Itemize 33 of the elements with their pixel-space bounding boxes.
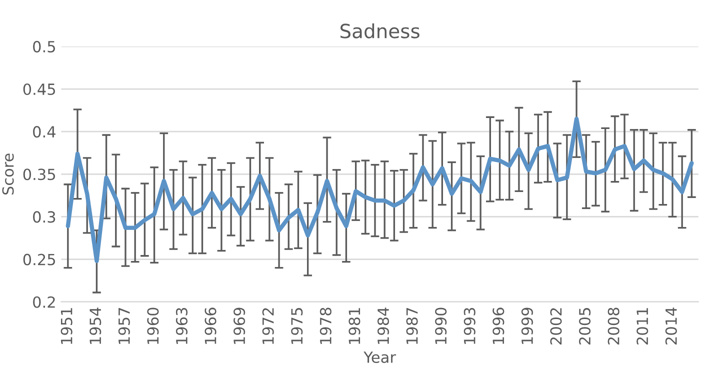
y-tick-label: 0.5 (33, 40, 56, 52)
x-tick-label: 1987 (406, 308, 418, 344)
x-tick-label: 1978 (320, 308, 332, 344)
x-tick-label: 1981 (348, 308, 360, 344)
x-tick-label: 1966 (204, 308, 216, 344)
y-tick-label: 0.45 (23, 83, 56, 96)
x-tick-label: 1996 (492, 308, 504, 344)
x-tick-label: 2002 (550, 308, 562, 344)
x-tick-label: 2011 (636, 308, 648, 344)
x-tick-label: 1993 (464, 308, 476, 344)
x-tick-label: 1984 (377, 308, 390, 344)
x-tick-label: 1969 (234, 308, 246, 344)
x-tick-label: 1990 (435, 308, 447, 344)
x-tick-label: 1999 (521, 308, 533, 344)
x-tick-label: 1972 (262, 308, 274, 344)
x-tick-label: 1963 (176, 308, 188, 344)
x-tick-label: 1954 (90, 308, 102, 344)
y-tick-label: 0.25 (23, 254, 56, 266)
x-axis-title: Year (364, 352, 396, 363)
chart-title: Sadness (340, 23, 420, 38)
x-tick-label: 2005 (579, 308, 591, 344)
x-tick-label: 1960 (147, 308, 159, 344)
x-tick-label: 1951 (60, 308, 72, 344)
x-tick-label: 1957 (118, 308, 130, 344)
y-axis-title: Score (2, 154, 14, 195)
x-tick-label: 2014 (665, 308, 677, 344)
x-tick-label: 2008 (608, 308, 620, 344)
y-tick-label: 0.2 (33, 296, 55, 308)
y-tick-label: 0.35 (23, 168, 56, 180)
y-tick-label: 0.3 (33, 211, 56, 223)
y-tick-label: 0.4 (33, 126, 56, 138)
line-series (66, 116, 694, 264)
x-tick-label: 1975 (291, 308, 303, 344)
